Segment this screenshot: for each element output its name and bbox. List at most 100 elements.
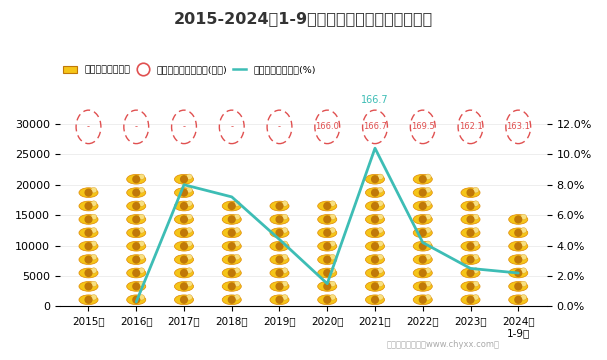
Ellipse shape xyxy=(514,215,522,224)
Ellipse shape xyxy=(461,188,480,198)
Ellipse shape xyxy=(413,215,432,224)
Ellipse shape xyxy=(270,215,289,224)
Ellipse shape xyxy=(425,255,431,260)
Ellipse shape xyxy=(473,228,479,233)
Ellipse shape xyxy=(127,295,146,305)
Ellipse shape xyxy=(461,268,480,278)
Ellipse shape xyxy=(270,201,289,211)
Ellipse shape xyxy=(186,188,192,193)
Ellipse shape xyxy=(317,201,337,211)
Ellipse shape xyxy=(282,241,288,247)
Ellipse shape xyxy=(132,256,140,264)
Ellipse shape xyxy=(377,228,384,233)
Ellipse shape xyxy=(514,242,522,250)
Ellipse shape xyxy=(514,296,522,304)
Ellipse shape xyxy=(371,215,379,224)
Ellipse shape xyxy=(419,229,427,237)
Ellipse shape xyxy=(174,215,194,224)
Ellipse shape xyxy=(466,189,475,197)
Text: 166.7: 166.7 xyxy=(363,122,387,131)
Ellipse shape xyxy=(461,241,480,251)
Ellipse shape xyxy=(413,241,432,251)
Ellipse shape xyxy=(228,282,236,291)
Ellipse shape xyxy=(419,215,427,224)
Ellipse shape xyxy=(413,268,432,278)
Ellipse shape xyxy=(174,255,194,265)
Ellipse shape xyxy=(520,255,527,260)
Ellipse shape xyxy=(365,241,385,251)
Ellipse shape xyxy=(509,255,528,265)
Ellipse shape xyxy=(180,269,188,277)
Ellipse shape xyxy=(377,241,384,247)
Ellipse shape xyxy=(282,281,288,287)
Ellipse shape xyxy=(222,255,242,265)
Ellipse shape xyxy=(132,282,140,291)
Ellipse shape xyxy=(365,174,385,184)
Ellipse shape xyxy=(132,202,140,210)
Ellipse shape xyxy=(138,228,144,233)
Ellipse shape xyxy=(365,201,385,211)
Ellipse shape xyxy=(138,281,144,287)
Ellipse shape xyxy=(371,242,379,250)
Text: -: - xyxy=(135,122,138,131)
Ellipse shape xyxy=(317,228,337,238)
Ellipse shape xyxy=(425,214,431,220)
Ellipse shape xyxy=(377,294,384,300)
Ellipse shape xyxy=(413,201,432,211)
Ellipse shape xyxy=(174,228,194,238)
Ellipse shape xyxy=(514,269,522,277)
Ellipse shape xyxy=(127,174,146,184)
Ellipse shape xyxy=(174,295,194,305)
Ellipse shape xyxy=(186,214,192,220)
Ellipse shape xyxy=(365,215,385,224)
Ellipse shape xyxy=(186,201,192,206)
Ellipse shape xyxy=(222,268,242,278)
Ellipse shape xyxy=(365,255,385,265)
Ellipse shape xyxy=(413,255,432,265)
Ellipse shape xyxy=(371,229,379,237)
Ellipse shape xyxy=(174,268,194,278)
Ellipse shape xyxy=(317,295,337,305)
Ellipse shape xyxy=(419,296,427,304)
Ellipse shape xyxy=(377,174,384,180)
Ellipse shape xyxy=(473,201,479,206)
Ellipse shape xyxy=(84,189,92,197)
Ellipse shape xyxy=(276,242,283,250)
Ellipse shape xyxy=(228,202,236,210)
Ellipse shape xyxy=(174,241,194,251)
Ellipse shape xyxy=(371,189,379,197)
Ellipse shape xyxy=(174,174,194,184)
Ellipse shape xyxy=(180,202,188,210)
Ellipse shape xyxy=(330,294,336,300)
Ellipse shape xyxy=(330,268,336,273)
Ellipse shape xyxy=(282,294,288,300)
Ellipse shape xyxy=(419,269,427,277)
Ellipse shape xyxy=(127,188,146,198)
Ellipse shape xyxy=(377,268,384,273)
Ellipse shape xyxy=(138,255,144,260)
Ellipse shape xyxy=(276,215,283,224)
Ellipse shape xyxy=(509,215,528,224)
Ellipse shape xyxy=(323,242,331,250)
Ellipse shape xyxy=(186,228,192,233)
Ellipse shape xyxy=(186,294,192,300)
Ellipse shape xyxy=(413,228,432,238)
Ellipse shape xyxy=(276,282,283,291)
Ellipse shape xyxy=(365,295,385,305)
Ellipse shape xyxy=(413,295,432,305)
Ellipse shape xyxy=(330,201,336,206)
Ellipse shape xyxy=(234,255,240,260)
Ellipse shape xyxy=(371,269,379,277)
Ellipse shape xyxy=(413,174,432,184)
Text: -: - xyxy=(87,122,90,131)
Ellipse shape xyxy=(234,281,240,287)
Ellipse shape xyxy=(473,214,479,220)
Ellipse shape xyxy=(174,188,194,198)
Ellipse shape xyxy=(84,242,92,250)
Ellipse shape xyxy=(461,255,480,265)
Ellipse shape xyxy=(234,241,240,247)
Ellipse shape xyxy=(234,228,240,233)
Text: -: - xyxy=(278,122,281,131)
Ellipse shape xyxy=(330,214,336,220)
Ellipse shape xyxy=(90,214,97,220)
